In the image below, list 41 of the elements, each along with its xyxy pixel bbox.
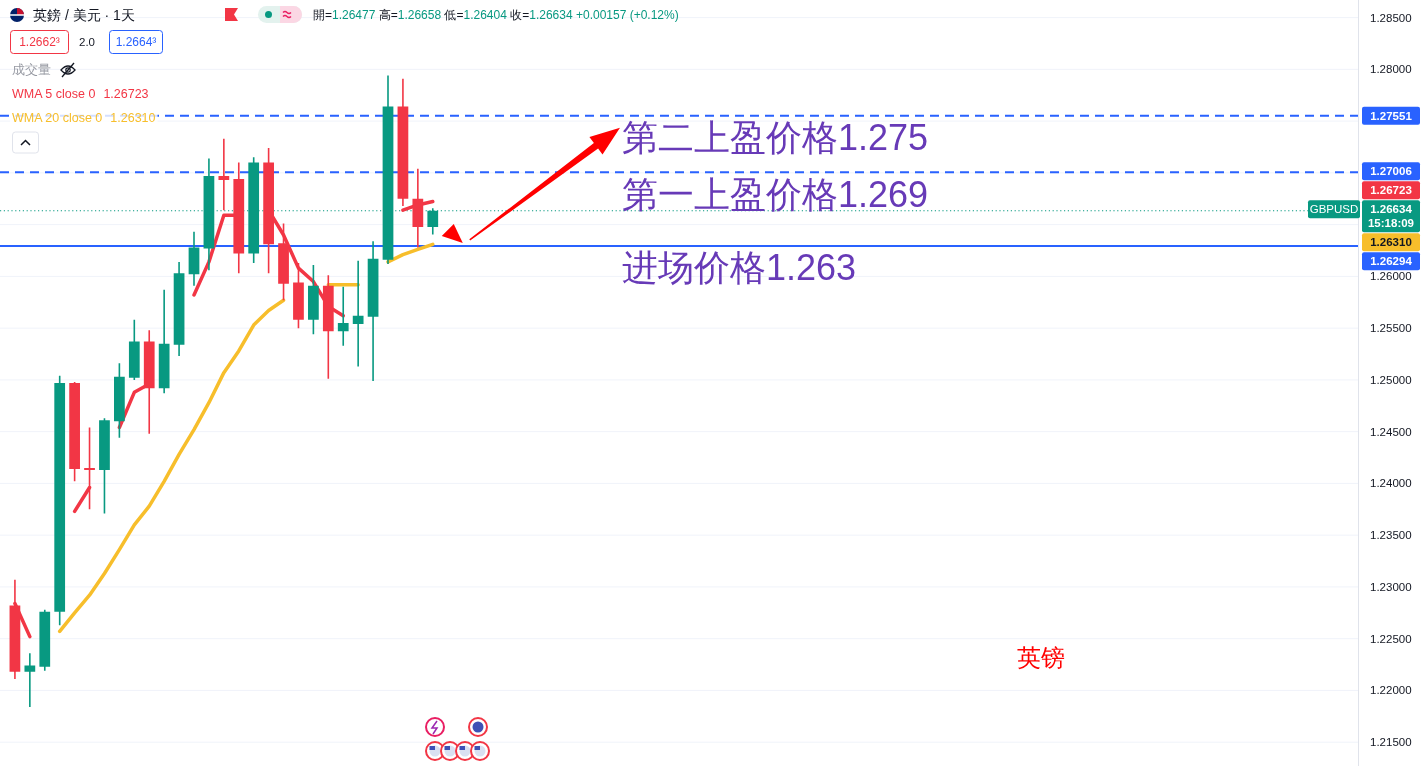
candlestick	[39, 609, 51, 671]
y-tick-label: 1.21500	[1370, 736, 1412, 749]
candlestick	[158, 289, 170, 394]
y-tick-label: 1.23500	[1370, 529, 1412, 542]
annotation: 第一上盈价格1.269	[622, 173, 929, 215]
y-tick-label: 1.22000	[1370, 684, 1412, 697]
ref-line-label: 1.26634	[1370, 203, 1413, 216]
text: WMA 20 close 0	[12, 111, 103, 125]
annotation: 1.2664³	[115, 35, 157, 49]
text: WMA 5 close 0	[12, 87, 96, 101]
y-tick-label: 1.23000	[1370, 580, 1412, 593]
annotation: 第二上盈价格1.275	[622, 117, 929, 159]
text: 開=1.26477 高=1.26658 低=1.26404 收=1.26634 +0.00157 (+0.12%)	[313, 8, 679, 22]
candlestick	[24, 653, 36, 707]
y-tick-label: 1.25000	[1370, 373, 1412, 386]
y-tick-label: 1.24000	[1370, 477, 1412, 490]
annotation: 成交量	[12, 62, 51, 77]
annotation: 1.26723	[103, 87, 149, 101]
ref-line-label: 1.27006	[1370, 165, 1412, 178]
ref-line-label: 1.27551	[1370, 109, 1413, 122]
candlestick	[352, 260, 364, 367]
annotation: GBPUSD	[1309, 203, 1359, 216]
text: 1.26723	[1370, 184, 1412, 197]
y-tick-label: 1.24500	[1370, 425, 1412, 438]
annotation: 英镑	[1017, 645, 1065, 671]
text: 1.26310	[1370, 236, 1412, 249]
text: 英鎊 / 美元 · 1天	[33, 7, 135, 23]
annotation: 进场价格1.263	[622, 247, 857, 289]
y-tick-label: 1.25500	[1370, 322, 1412, 335]
candlestick	[337, 286, 349, 346]
y-tick-label: 1.28000	[1370, 63, 1412, 76]
ref-line-label: 1.26294	[1370, 255, 1413, 268]
candlestick	[218, 138, 230, 211]
text: 15:18:09	[1367, 217, 1415, 230]
y-tick-label: 1.28500	[1370, 11, 1412, 24]
annotation: 1.2662³	[19, 35, 60, 49]
y-tick-label: 1.26000	[1370, 270, 1412, 283]
annotation: 2.0	[79, 36, 95, 48]
candlestick	[143, 330, 155, 434]
annotation: 1.26310	[110, 111, 156, 125]
y-tick-label: 1.22500	[1370, 632, 1412, 645]
